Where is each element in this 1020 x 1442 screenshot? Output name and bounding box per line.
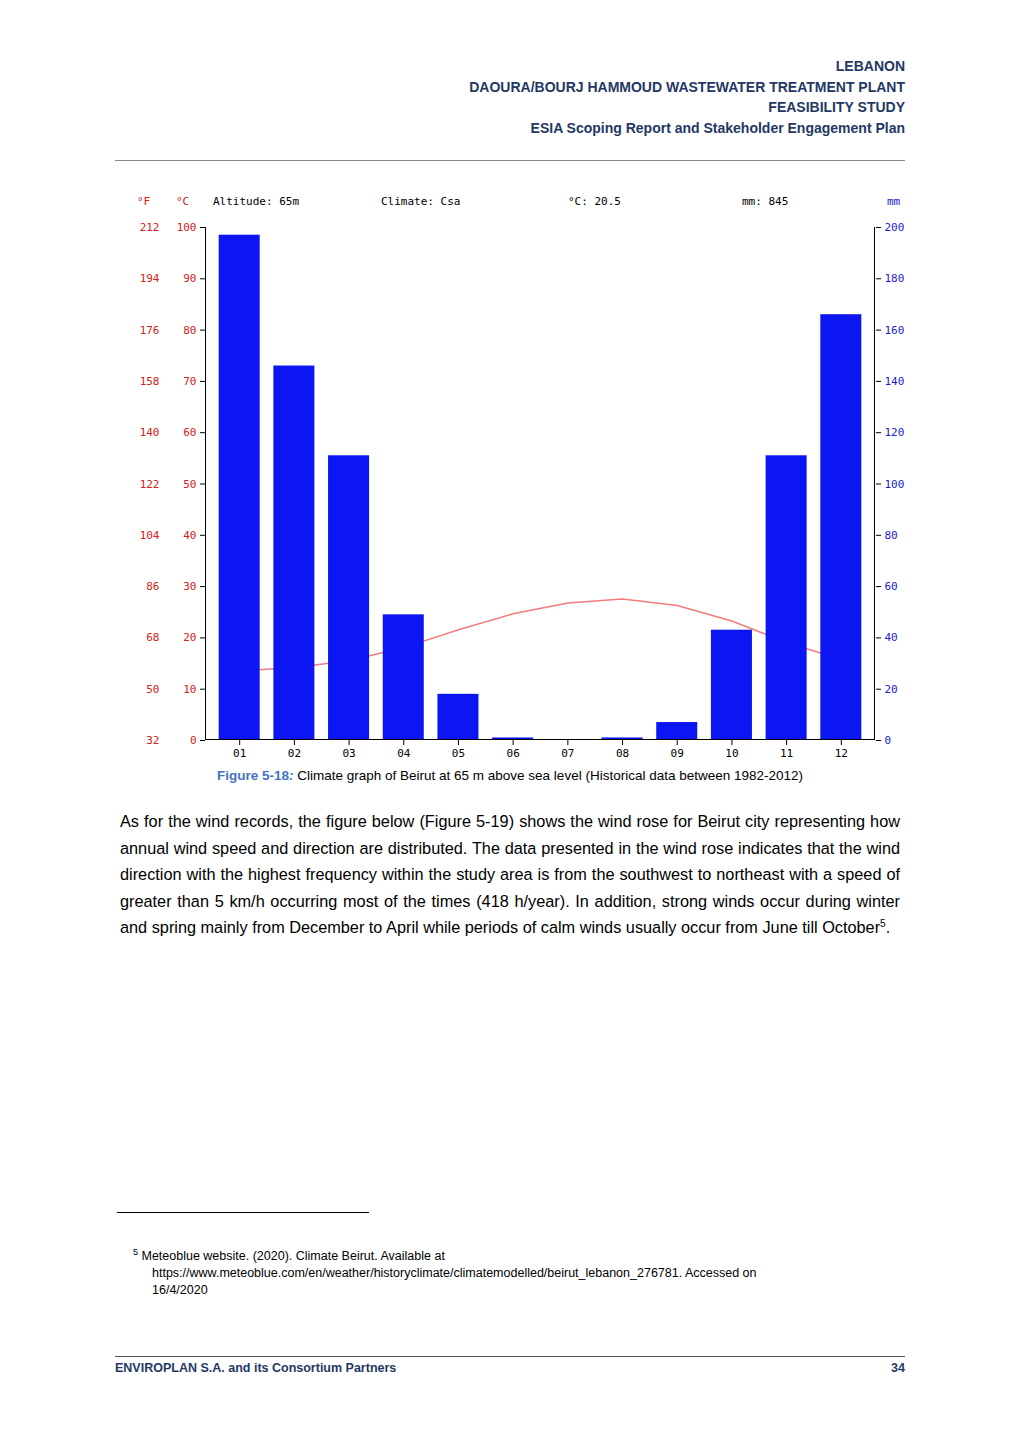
- html-text:°C: °C: [176, 195, 190, 208]
- svg-text:100: 100: [885, 478, 905, 491]
- svg-text:30: 30: [183, 580, 196, 593]
- svg-text:0: 0: [190, 734, 197, 747]
- svg-text:158: 158: [140, 375, 160, 388]
- html-text:As for the wind records, the f: As for the wind records, the figure belo…: [120, 812, 900, 937]
- html-text:Climate: Csa: Climate: Csa: [381, 195, 461, 208]
- svg-text:10: 10: [183, 683, 196, 696]
- html-text:LEBANON: LEBANON: [835, 58, 905, 74]
- html-text:FEASIBILITY STUDY: FEASIBILITY STUDY: [768, 99, 905, 115]
- svg-text:02: 02: [288, 747, 301, 760]
- svg-text:104: 104: [140, 529, 160, 542]
- html-text:Altitude: 65m: Altitude: 65m: [213, 195, 300, 208]
- svg-text:40: 40: [885, 631, 898, 644]
- svg-text:80: 80: [183, 324, 196, 337]
- svg-text:50: 50: [183, 478, 196, 491]
- svg-text:122: 122: [140, 478, 160, 491]
- svg-text:200: 200: [885, 221, 905, 234]
- svg-text:90: 90: [183, 272, 196, 285]
- svg-text:04: 04: [397, 747, 411, 760]
- svg-text:05: 05: [452, 747, 465, 760]
- svg-text:40: 40: [183, 529, 196, 542]
- svg-text:160: 160: [885, 324, 905, 337]
- html-text:Figure 5-18: Climate graph of: Figure 5-18: Climate graph of Beirut at …: [217, 768, 803, 783]
- svg-text:0: 0: [885, 734, 892, 747]
- svg-text:07: 07: [561, 747, 574, 760]
- html-text:16/4/2020: 16/4/2020: [152, 1283, 208, 1298]
- svg-text:80: 80: [885, 529, 898, 542]
- svg-text:140: 140: [140, 426, 160, 439]
- svg-text:50: 50: [146, 683, 159, 696]
- svg-text:12: 12: [835, 747, 848, 760]
- html-text:mm: mm: [887, 195, 901, 208]
- svg-text:20: 20: [885, 683, 898, 696]
- svg-text:20: 20: [183, 631, 196, 644]
- svg-text:60: 60: [885, 580, 898, 593]
- html-text:ENVIROPLAN S.A. and its Consor: ENVIROPLAN S.A. and its Consortium Partn…: [115, 1361, 397, 1375]
- svg-text:32: 32: [146, 734, 159, 747]
- html-text:°F: °F: [137, 195, 151, 208]
- svg-text:06: 06: [507, 747, 520, 760]
- html-text:34: 34: [891, 1361, 905, 1375]
- svg-text:120: 120: [885, 426, 905, 439]
- html-text:5Meteoblue website. (2020). Cl: 5Meteoblue website. (2020). Climate Beir…: [133, 1247, 445, 1264]
- svg-text:68: 68: [146, 631, 159, 644]
- svg-text:194: 194: [140, 272, 160, 285]
- svg-text:08: 08: [616, 747, 629, 760]
- svg-text:11: 11: [780, 747, 793, 760]
- svg-text:180: 180: [885, 272, 905, 285]
- svg-text:100: 100: [177, 221, 197, 234]
- html-text:ESIA Scoping Report and Stakeh: ESIA Scoping Report and Stakeholder Enga…: [530, 119, 905, 136]
- svg-text:60: 60: [183, 426, 196, 439]
- svg-text:03: 03: [342, 747, 355, 760]
- svg-text:176: 176: [140, 324, 160, 337]
- html-text:https://www.meteoblue.com/en/w: https://www.meteoblue.com/en/weather/his…: [152, 1266, 757, 1281]
- svg-text:09: 09: [671, 747, 684, 760]
- svg-text:70: 70: [183, 375, 196, 388]
- svg-text:86: 86: [146, 580, 159, 593]
- html-text:mm: 845: mm: 845: [742, 195, 789, 208]
- svg-text:01: 01: [233, 747, 246, 760]
- svg-text:212: 212: [140, 221, 160, 234]
- html-text:DAOURA/BOURJ HAMMOUD WASTEWATE: DAOURA/BOURJ HAMMOUD WASTEWATER TREATMEN…: [469, 78, 905, 95]
- svg-text:10: 10: [725, 747, 738, 760]
- svg-text:140: 140: [885, 375, 905, 388]
- html-text:°C: 20.5: °C: 20.5: [568, 195, 621, 208]
